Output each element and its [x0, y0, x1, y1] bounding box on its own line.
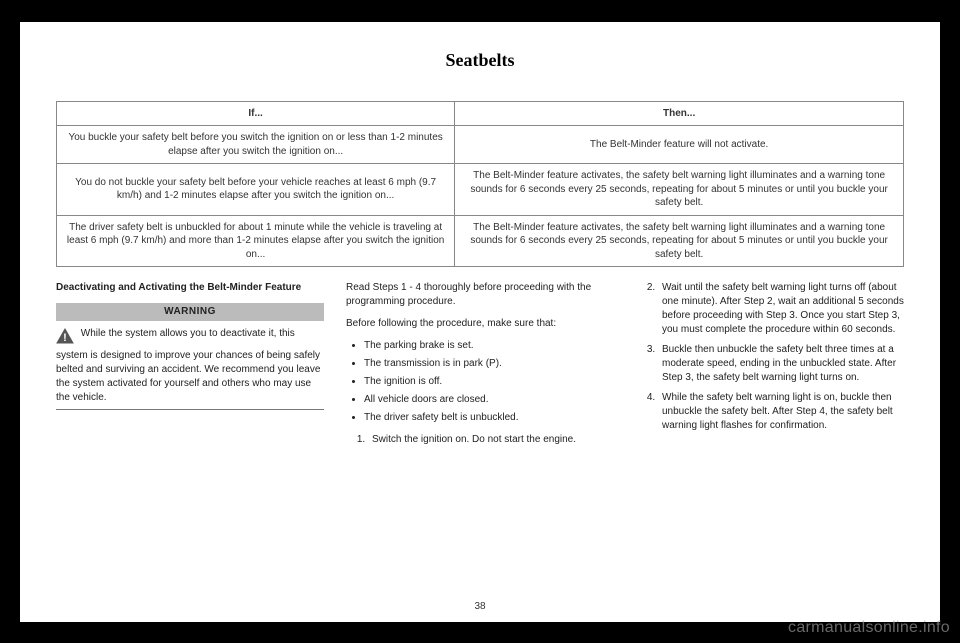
three-column-layout: Deactivating and Activating the Belt-Min… [56, 281, 904, 455]
step-item: Switch the ignition on. Do not start the… [368, 433, 614, 447]
step-item: Wait until the safety belt warning light… [658, 281, 904, 337]
table-cell: The driver safety belt is unbuckled for … [57, 215, 455, 267]
page-number: 38 [20, 601, 940, 612]
table-header-then: Then... [455, 101, 904, 126]
table-cell: You do not buckle your safety belt befor… [57, 164, 455, 216]
step-item: While the safety belt warning light is o… [658, 391, 904, 433]
page-title: Seatbelts [56, 50, 904, 71]
table-cell: The Belt-Minder feature will not activat… [455, 126, 904, 164]
table-header-if: If... [57, 101, 455, 126]
svg-text:!: ! [63, 332, 67, 344]
ordered-steps: Switch the ignition on. Do not start the… [346, 433, 614, 447]
column-left: Deactivating and Activating the Belt-Min… [56, 281, 324, 455]
column-right: Wait until the safety belt warning light… [636, 281, 904, 455]
warning-text: While the system allows you to deactivat… [56, 328, 320, 403]
table-row: You do not buckle your safety belt befor… [57, 164, 904, 216]
list-item: The transmission is in park (P). [364, 357, 614, 371]
warning-triangle-icon: ! [56, 328, 74, 349]
list-item: The parking brake is set. [364, 339, 614, 353]
conditions-table: If... Then... You buckle your safety bel… [56, 101, 904, 268]
list-item: The ignition is off. [364, 375, 614, 389]
manual-page: Seatbelts If... Then... You buckle your … [20, 22, 940, 622]
list-item: All vehicle doors are closed. [364, 393, 614, 407]
table-row: The driver safety belt is unbuckled for … [57, 215, 904, 267]
step-item: Buckle then unbuckle the safety belt thr… [658, 343, 904, 385]
paragraph: Before following the procedure, make sur… [346, 317, 614, 331]
table-cell: The Belt-Minder feature activates, the s… [455, 215, 904, 267]
section-subhead: Deactivating and Activating the Belt-Min… [56, 281, 324, 295]
paragraph: Read Steps 1 - 4 thoroughly before proce… [346, 281, 614, 309]
warning-body: ! While the system allows you to deactiv… [56, 321, 324, 410]
table-cell: You buckle your safety belt before you s… [57, 126, 455, 164]
warning-box: WARNING ! While the system allows you to… [56, 303, 324, 410]
ordered-steps-continued: Wait until the safety belt warning light… [636, 281, 904, 433]
watermark-text: carmanualsonline.info [788, 619, 950, 637]
table-cell: The Belt-Minder feature activates, the s… [455, 164, 904, 216]
warning-header: WARNING [56, 303, 324, 321]
list-item: The driver safety belt is unbuckled. [364, 411, 614, 425]
table-row: You buckle your safety belt before you s… [57, 126, 904, 164]
bullet-list: The parking brake is set. The transmissi… [346, 339, 614, 425]
column-middle: Read Steps 1 - 4 thoroughly before proce… [346, 281, 614, 455]
content-area: Seatbelts If... Then... You buckle your … [20, 22, 940, 476]
